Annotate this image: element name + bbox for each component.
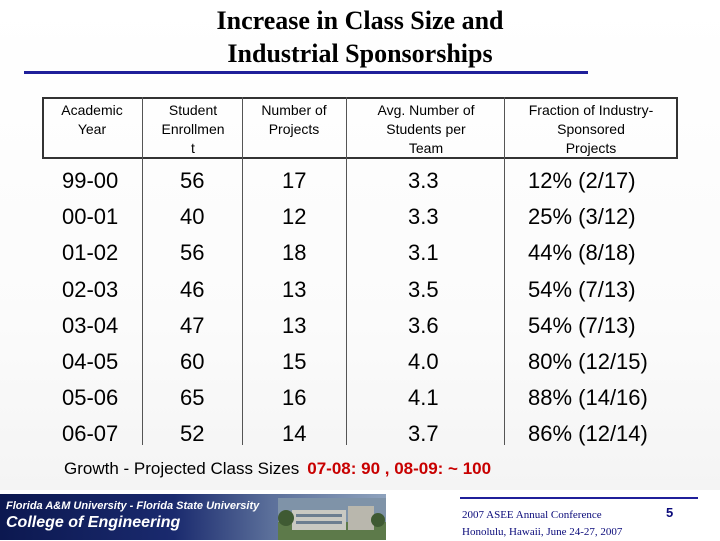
cell-avg-team: 3.7 [408, 421, 439, 447]
college-name: College of Engineering [6, 514, 181, 531]
footnote-projection: 07-08: 90 , 08-09: ~ 100 [307, 459, 492, 478]
cell-enrollment: 52 [180, 421, 205, 447]
header-line: Enrollmen [161, 121, 225, 137]
cell-fraction: 88% (14/16) [528, 385, 648, 411]
footnote: Growth - Projected Class Sizes 07-08: 90 … [64, 459, 491, 479]
cell-avg-team: 3.1 [408, 240, 439, 266]
header-line: Student [168, 102, 218, 118]
footer-rule [460, 497, 698, 499]
cell-enrollment: 60 [180, 349, 205, 374]
cell-fraction: 44% (8/18) [528, 240, 636, 266]
cell-projects: 13 [282, 312, 307, 338]
header-avg-students-per-team: Avg. Number of Students per Team [347, 101, 505, 158]
header-line: Fraction of Industry- [528, 102, 654, 118]
cell-avg-team: 4.1 [408, 385, 439, 411]
cell-avg-team: 3.5 [408, 276, 439, 302]
header-number-of-projects: Number of Projects [242, 101, 346, 139]
cell-projects: 15 [282, 349, 307, 374]
cell-projects: 12 [282, 204, 307, 230]
cell-fraction: 54% (7/13) [528, 276, 636, 302]
page-number: 5 [666, 505, 674, 520]
slide-title: Increase in Class Size and Industrial Sp… [0, 4, 720, 70]
cell-year: 06-07 [62, 421, 119, 447]
conference-info: 2007 ASEE Annual Conference Honolulu, Ha… [462, 507, 622, 541]
footnote-label: Growth - Projected Class Sizes [64, 459, 300, 478]
cell-fraction: 80% (12/15) [528, 349, 648, 374]
header-academic-year: Academic Year [42, 101, 142, 139]
cell-enrollment: 47 [180, 312, 205, 338]
column-divider [504, 97, 505, 445]
column-divider [346, 97, 347, 445]
header-line: Sponsored [557, 121, 625, 137]
cell-fraction: 86% (12/14) [528, 421, 648, 447]
cell-projects: 16 [282, 385, 307, 411]
header-student-enrollment: Student Enrollmen t [143, 101, 243, 158]
cell-year: 01-02 [62, 240, 119, 266]
header-line: t [191, 140, 195, 156]
header-line: Projects [565, 140, 617, 156]
cell-year: 03-04 [62, 312, 119, 338]
cell-projects: 14 [282, 421, 307, 447]
cell-fraction: 25% (3/12) [528, 204, 636, 230]
cell-projects: 13 [282, 276, 307, 302]
cell-enrollment: 40 [180, 204, 205, 230]
cell-fraction: 54% (7/13) [528, 312, 636, 338]
cell-avg-team: 3.3 [408, 168, 439, 193]
title-underline [24, 71, 588, 74]
header-line: Team [408, 140, 444, 156]
column-divider [142, 97, 143, 445]
cell-enrollment: 56 [180, 240, 205, 266]
cell-projects: 17 [282, 168, 307, 193]
cell-enrollment: 56 [180, 168, 205, 193]
cell-year: 05-06 [62, 385, 119, 411]
building-photo [278, 498, 386, 540]
conference-line-1: 2007 ASEE Annual Conference [462, 509, 602, 521]
header-line: Number of [261, 102, 327, 118]
cell-avg-team: 3.6 [408, 312, 439, 338]
title-line-1: Increase in Class Size and [216, 6, 504, 35]
college-banner: Florida A&M University - Florida State U… [0, 494, 386, 540]
conference-line-2: Honolulu, Hawaii, June 24-27, 2007 [462, 526, 623, 538]
cell-fraction: 12% (2/17) [528, 168, 636, 193]
header-line: Projects [268, 121, 320, 137]
header-line: Year [77, 121, 107, 137]
cell-avg-team: 4.0 [408, 349, 439, 374]
university-name: Florida A&M University - Florida State U… [6, 500, 260, 512]
header-line: Academic [61, 102, 123, 118]
table-header-box [42, 97, 678, 159]
cell-avg-team: 3.3 [408, 204, 439, 230]
cell-enrollment: 46 [180, 276, 205, 302]
header-fraction-sponsored: Fraction of Industry- Sponsored Projects [504, 101, 678, 158]
cell-projects: 18 [282, 240, 307, 266]
header-line: Avg. Number of [377, 102, 475, 118]
column-divider [242, 97, 243, 445]
title-line-2: Industrial Sponsorships [227, 39, 493, 68]
header-line: Students per [386, 121, 466, 137]
cell-year: 00-01 [62, 204, 119, 230]
cell-year: 04-05 [62, 349, 119, 374]
cell-year: 99-00 [62, 168, 119, 193]
cell-enrollment: 65 [180, 385, 205, 411]
cell-year: 02-03 [62, 276, 119, 302]
